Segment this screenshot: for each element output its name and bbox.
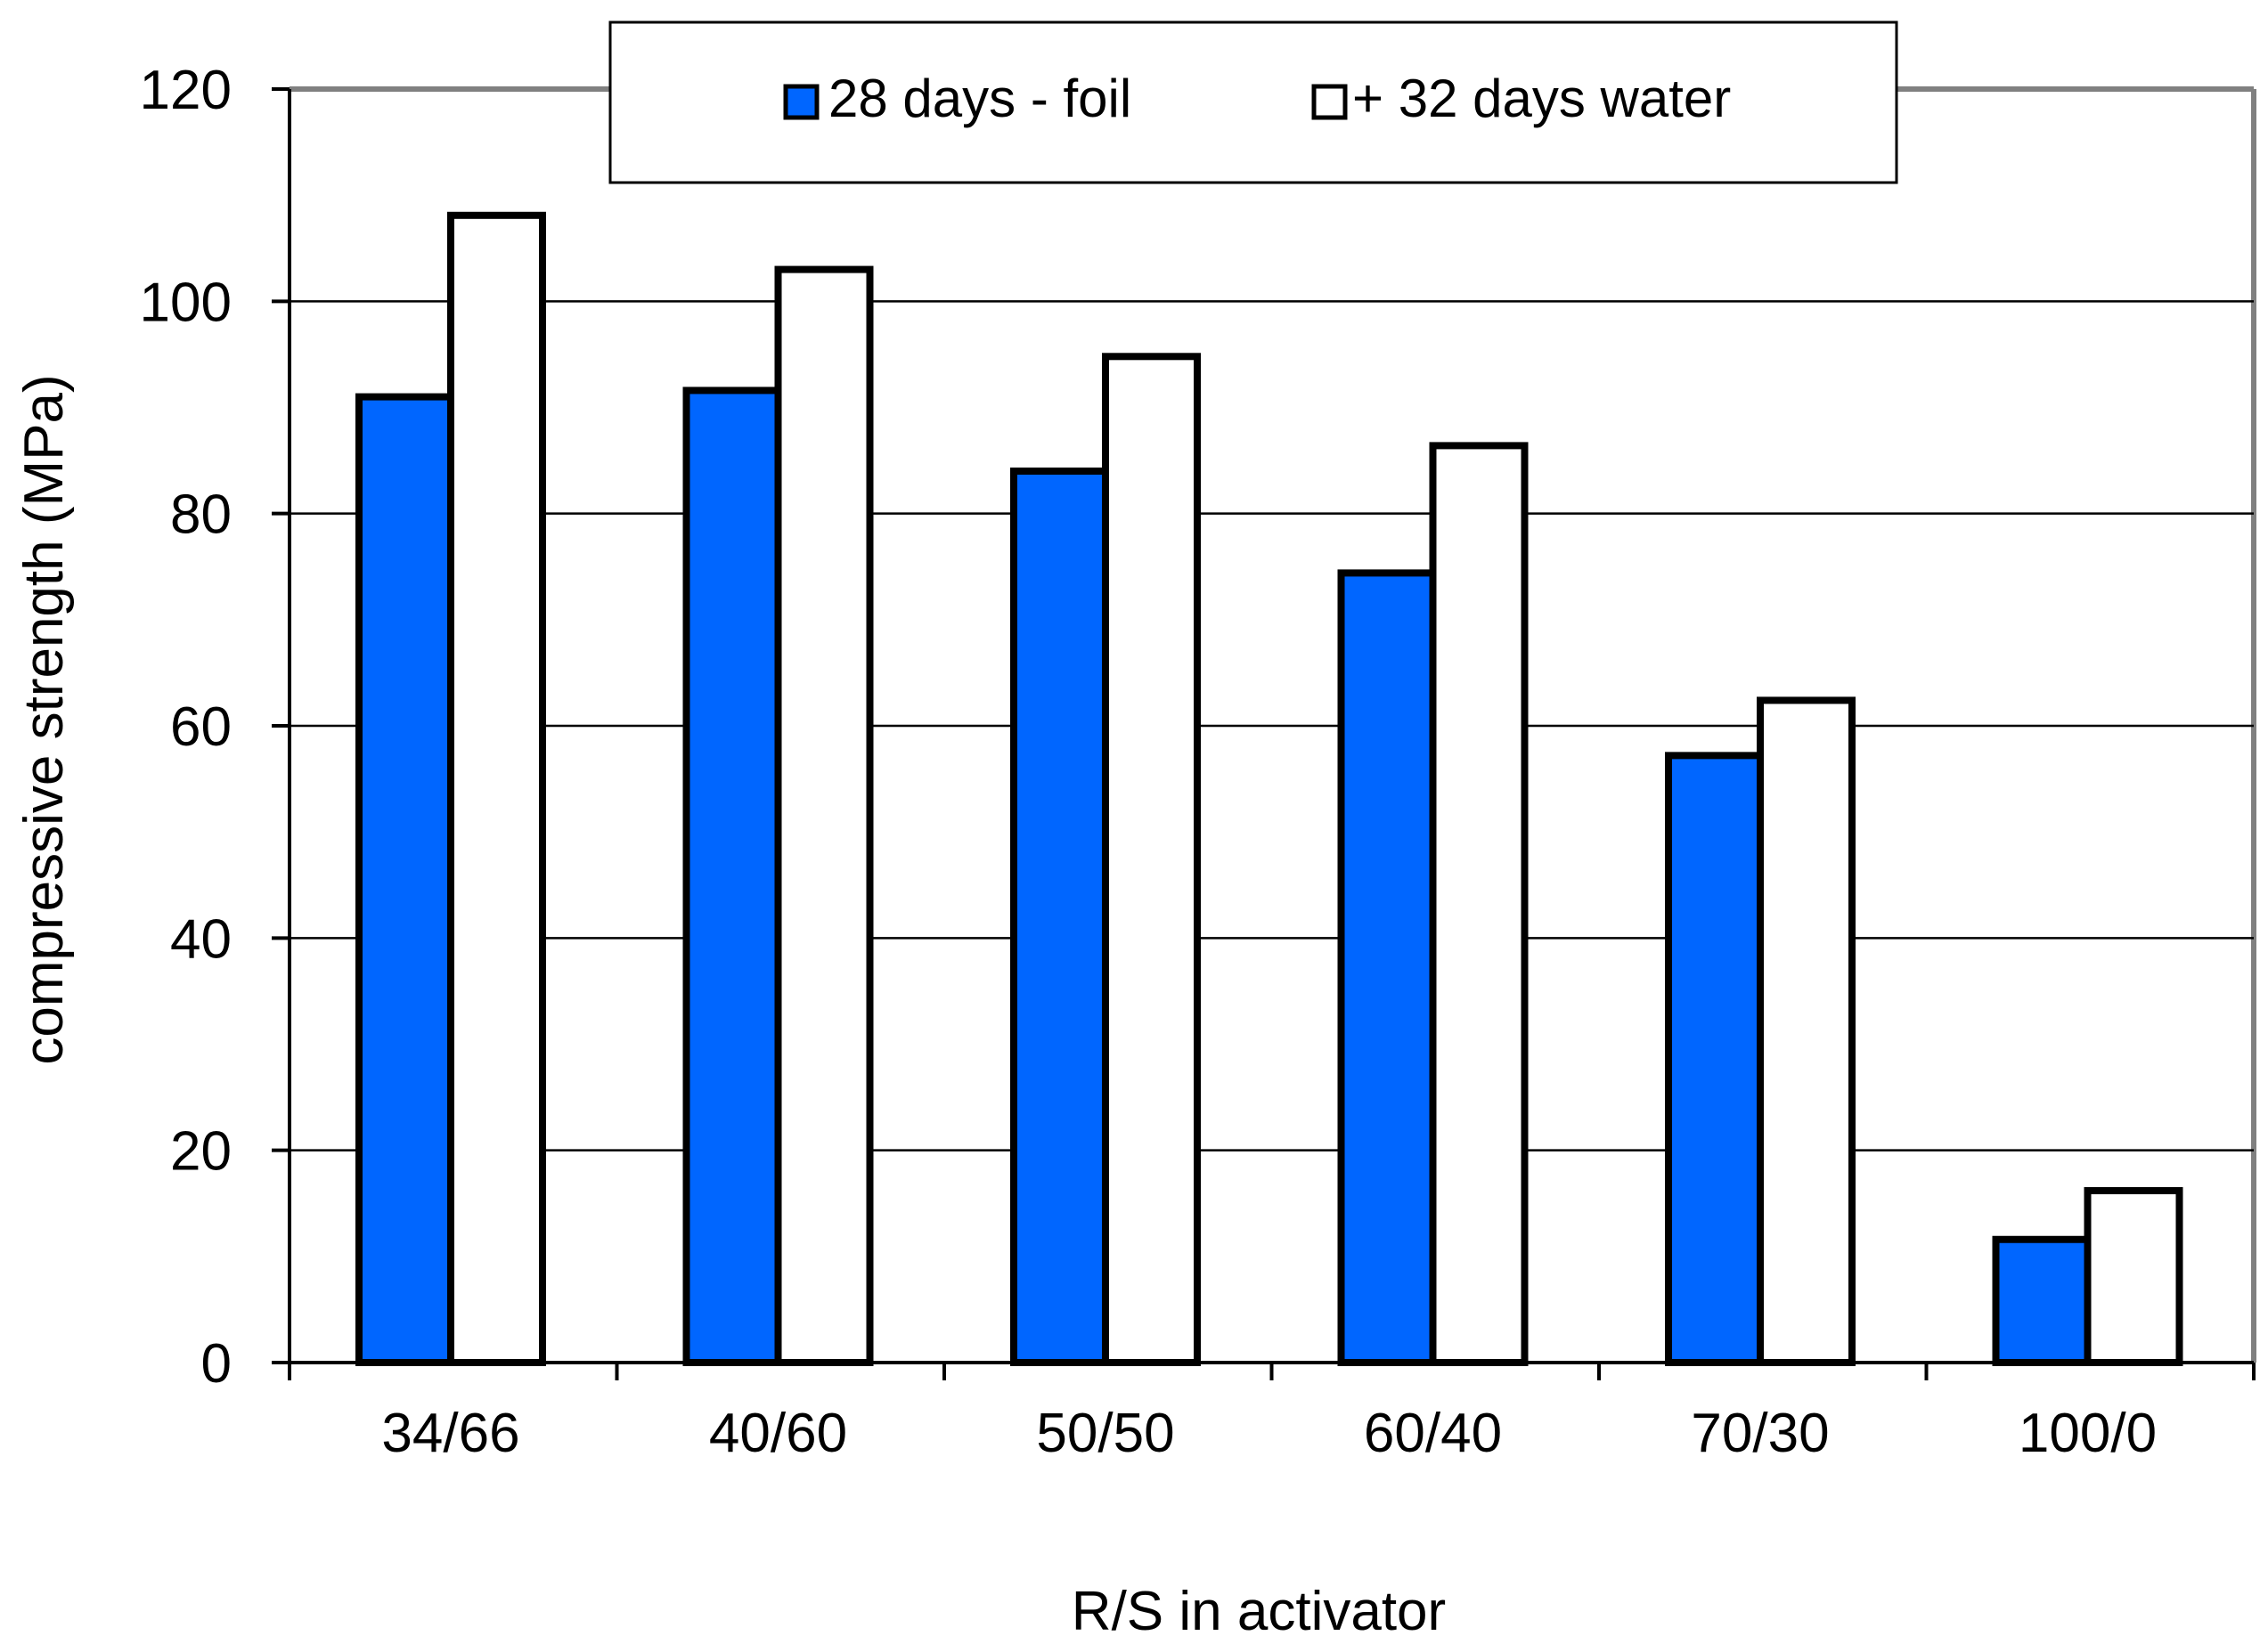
y-tick-label: 0 bbox=[201, 1333, 232, 1395]
bar-50-50-series-0 bbox=[1010, 468, 1109, 1366]
y-tick-label: 40 bbox=[170, 908, 232, 970]
bar-60-40-series-0 bbox=[1337, 569, 1437, 1366]
x-tick-label: 40/60 bbox=[709, 1403, 847, 1464]
legend: 28 days - foil + 32 days water bbox=[608, 20, 1898, 184]
y-tick-label: 120 bbox=[140, 60, 232, 121]
x-axis-ticks: 34/66 40/60 50/50 60/40 70/30 100/0 bbox=[288, 1363, 2256, 1464]
bar-100-0-series-0 bbox=[1992, 1235, 2092, 1367]
legend-label-28-days-foil: 28 days - foil bbox=[828, 69, 1131, 128]
x-tick-label: 70/30 bbox=[1691, 1403, 1829, 1464]
x-tick-label: 100/0 bbox=[2019, 1403, 2157, 1464]
y-tick-label: 100 bbox=[140, 272, 232, 333]
legend-swatch-32-days-water bbox=[1311, 84, 1348, 120]
bar-34-66-series-1 bbox=[447, 211, 546, 1366]
x-tick-label: 60/40 bbox=[1364, 1403, 1502, 1464]
bar-60-40-series-1 bbox=[1429, 442, 1529, 1366]
x-tick-label: 34/66 bbox=[381, 1403, 519, 1464]
legend-box bbox=[608, 20, 1898, 184]
bar-100-0-series-1 bbox=[2084, 1186, 2183, 1366]
bar-34-66-series-0 bbox=[355, 393, 454, 1366]
bar-40-60-series-0 bbox=[682, 387, 782, 1366]
x-tick-label: 50/50 bbox=[1036, 1403, 1174, 1464]
x-axis-title: R/S in activator bbox=[1072, 1581, 1446, 1642]
bar-40-60-series-1 bbox=[774, 265, 874, 1366]
bar-50-50-series-1 bbox=[1102, 353, 1201, 1366]
legend-label-32-days-water: + 32 days water bbox=[1352, 69, 1731, 128]
gridlines bbox=[290, 300, 2254, 1152]
y-axis-ticks: 0 20 40 60 80 100 120 bbox=[140, 60, 290, 1395]
bar-70-30-series-0 bbox=[1665, 752, 1764, 1366]
y-tick-label: 80 bbox=[170, 484, 232, 546]
y-axis-title: compressive strength (MPa) bbox=[13, 374, 75, 1064]
y-tick-label: 60 bbox=[170, 696, 232, 758]
legend-swatch-28-days-foil bbox=[783, 84, 820, 120]
bar-70-30-series-1 bbox=[1757, 696, 1856, 1366]
y-tick-label: 20 bbox=[170, 1121, 232, 1183]
